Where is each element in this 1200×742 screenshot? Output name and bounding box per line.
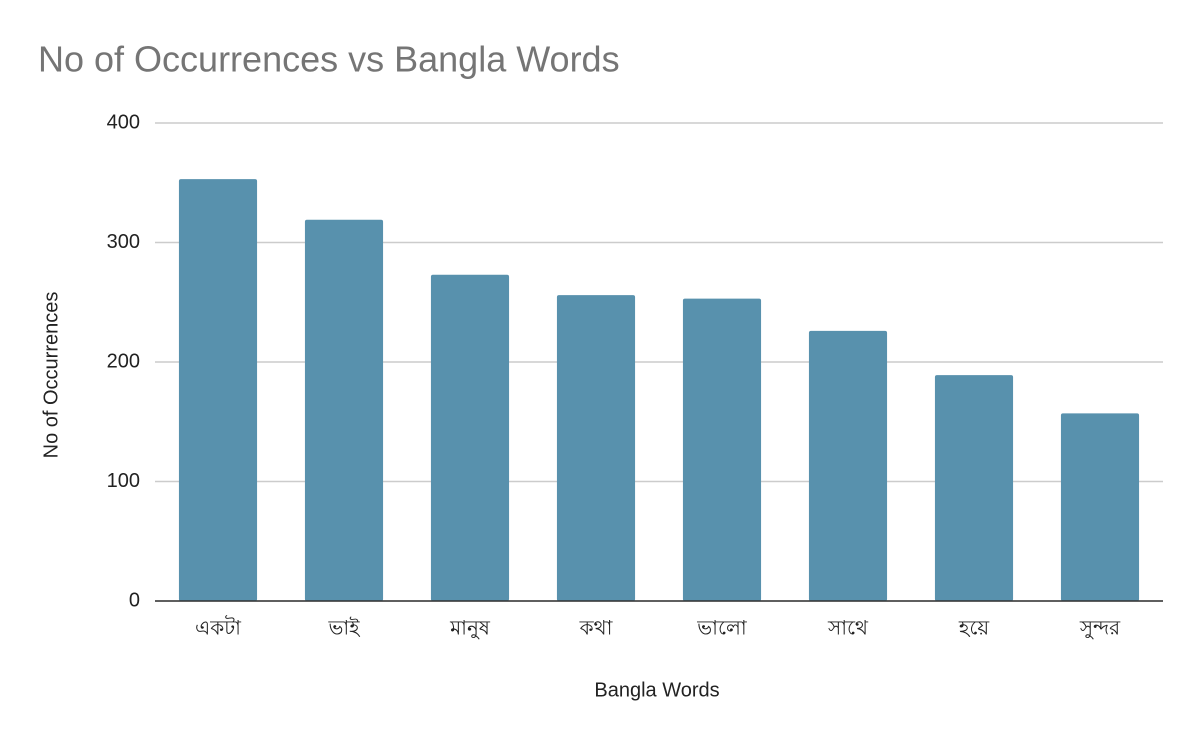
x-tick-label: সাথে bbox=[827, 617, 869, 639]
y-tick-label: 300 bbox=[107, 231, 140, 253]
x-tick-label: মানুষ bbox=[449, 617, 491, 639]
x-tick-label: ভাই bbox=[327, 616, 361, 639]
x-tick-label: সুন্দর bbox=[1079, 617, 1121, 639]
chart-title: No of Occurrences vs Bangla Words bbox=[38, 39, 620, 80]
bar bbox=[682, 298, 762, 601]
bar bbox=[178, 179, 258, 602]
bar bbox=[934, 375, 1014, 601]
y-tick-label: 0 bbox=[129, 589, 140, 611]
bar bbox=[1060, 413, 1140, 601]
bar bbox=[304, 219, 384, 602]
x-tick-label: একটা bbox=[195, 615, 242, 639]
bar bbox=[430, 274, 510, 601]
bar bbox=[556, 295, 636, 601]
y-tick-label: 200 bbox=[107, 350, 140, 372]
y-tick-label: 100 bbox=[107, 470, 140, 492]
x-axis-label: Bangla Words bbox=[594, 679, 719, 701]
y-tick-label: 400 bbox=[107, 111, 140, 133]
x-tick-label: কথা bbox=[579, 617, 614, 639]
y-axis-label: No of Occurrences bbox=[40, 292, 62, 459]
bar bbox=[808, 330, 888, 601]
x-tick-label: হয়ে bbox=[958, 617, 991, 639]
x-tick-label: ভালো bbox=[696, 617, 748, 639]
